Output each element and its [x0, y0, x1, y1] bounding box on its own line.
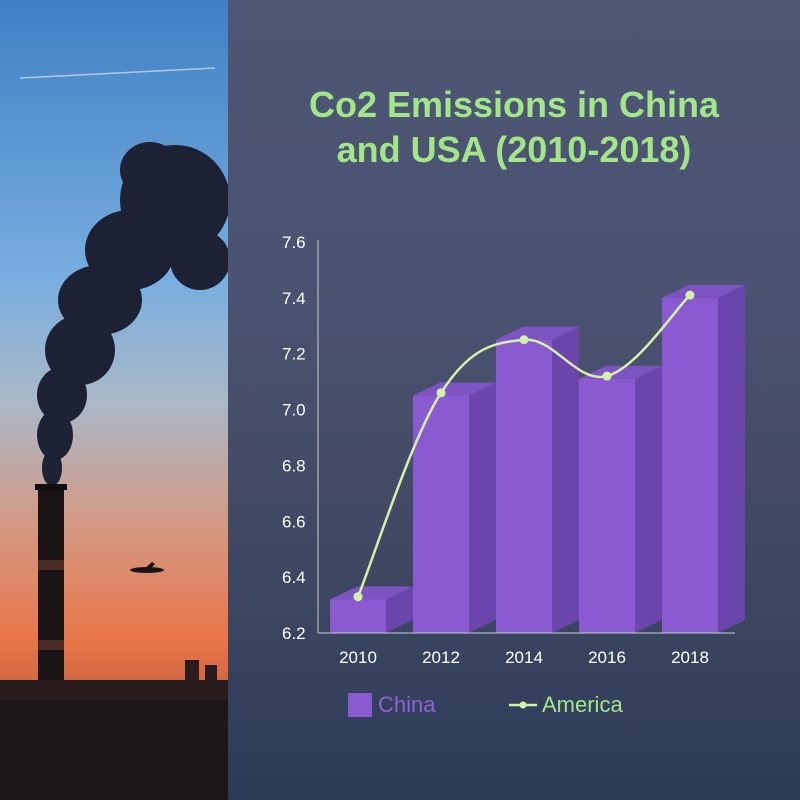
- america-point: [519, 335, 529, 345]
- china-bar-top: [662, 284, 745, 298]
- legend-china-label: China: [378, 692, 436, 717]
- y-tick-label: 6.4: [282, 568, 306, 587]
- china-bar-top: [330, 586, 413, 600]
- china-bar: [413, 382, 496, 633]
- china-bar: [496, 326, 579, 633]
- chart-title-line-1: Co2 Emissions in China: [308, 84, 720, 125]
- x-tick-label: 2016: [588, 648, 626, 667]
- china-bar-top: [413, 382, 496, 396]
- china-bar-side: [718, 284, 745, 633]
- factory-smoke-photo: [0, 0, 228, 800]
- china-bar-front: [662, 297, 718, 633]
- china-bar-front: [330, 599, 386, 633]
- legend-china: China: [348, 690, 435, 720]
- china-bar-front: [579, 378, 635, 633]
- legend-china-swatch: [348, 693, 372, 717]
- america-point: [436, 388, 446, 398]
- china-bar-top: [579, 365, 662, 379]
- y-tick-label: 6.2: [282, 624, 306, 643]
- china-bar-top: [496, 326, 579, 340]
- x-tick-label: 2012: [422, 648, 460, 667]
- legend-america: America: [508, 690, 623, 720]
- legend-america-marker: [509, 701, 537, 709]
- china-bar: [330, 586, 413, 633]
- legend-america-label: America: [542, 692, 623, 717]
- y-tick-label: 6.6: [282, 512, 306, 531]
- y-tick-label: 6.8: [282, 456, 306, 475]
- china-bar: [579, 365, 662, 633]
- chart-title-line-2: and USA (2010-2018): [336, 129, 692, 170]
- x-tick-label: 2018: [671, 648, 709, 667]
- y-tick-label: 7.2: [282, 345, 306, 364]
- y-tick-label: 7.4: [282, 289, 306, 308]
- x-tick-label: 2014: [505, 648, 543, 667]
- y-tick-label: 7.0: [282, 401, 306, 420]
- y-tick-label: 7.6: [282, 233, 306, 252]
- china-bar: [662, 284, 745, 633]
- america-point: [602, 371, 612, 381]
- america-point: [685, 290, 695, 300]
- china-bar-side: [635, 365, 662, 633]
- china-bar-front: [413, 395, 469, 633]
- x-tick-label: 2010: [339, 648, 377, 667]
- america-point: [353, 592, 363, 602]
- china-bar-side: [386, 586, 413, 633]
- china-bar-side: [469, 382, 496, 633]
- china-bar-front: [496, 339, 552, 633]
- china-bar-side: [552, 326, 579, 633]
